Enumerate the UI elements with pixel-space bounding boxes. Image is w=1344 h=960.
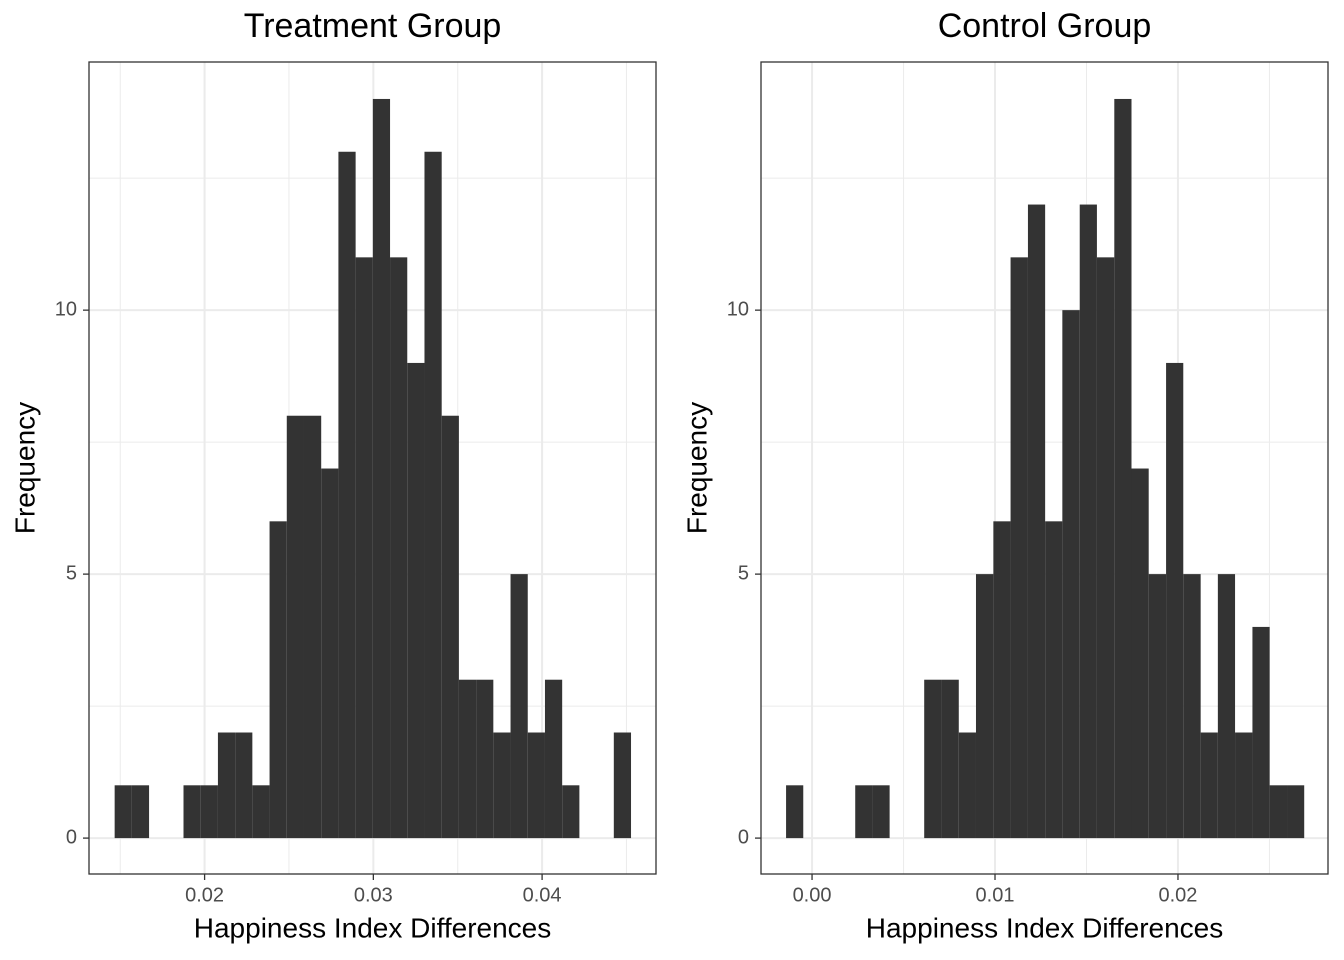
bar: [424, 151, 442, 839]
bar: [562, 785, 580, 839]
bar: [1079, 204, 1097, 839]
bar: [1131, 468, 1149, 839]
bar: [1217, 574, 1236, 839]
bar: [355, 257, 373, 839]
bar: [1062, 310, 1080, 839]
bar: [286, 415, 304, 839]
x-tick-label: 0.00: [793, 884, 832, 906]
bar: [855, 785, 873, 839]
x-tick-label: 0.03: [354, 884, 393, 906]
x-tick-label: 0.02: [1159, 884, 1198, 906]
bar: [786, 785, 804, 839]
bar: [372, 98, 391, 839]
y-axis-label: Frequency: [681, 402, 712, 534]
bar: [1200, 732, 1218, 839]
bar: [338, 151, 356, 839]
bar: [114, 785, 132, 839]
bar: [303, 415, 322, 839]
y-tick-label: 5: [66, 562, 77, 584]
bar: [527, 732, 545, 839]
bar: [1269, 785, 1288, 839]
bar: [1252, 626, 1270, 839]
x-axis-label: Happiness Index Differences: [866, 912, 1223, 943]
bar: [1045, 521, 1063, 839]
bar: [390, 257, 408, 839]
bar: [200, 785, 218, 839]
bar: [458, 679, 477, 839]
bar: [1027, 204, 1046, 839]
bar: [1166, 362, 1184, 839]
bar: [441, 415, 459, 839]
panel-border: [88, 61, 657, 875]
bar: [510, 574, 528, 839]
x-tick-label: 0.01: [976, 884, 1015, 906]
bar: [958, 732, 976, 839]
bar: [1096, 257, 1115, 839]
bar: [993, 521, 1011, 839]
panel-border: [760, 61, 1329, 875]
bar: [321, 468, 339, 839]
bar: [183, 785, 201, 839]
chart-title: Control Group: [938, 7, 1152, 45]
bar: [252, 785, 270, 839]
y-axis-label: Frequency: [9, 402, 40, 534]
bar: [1235, 732, 1253, 839]
bar: [872, 785, 890, 839]
x-tick-label: 0.04: [523, 884, 562, 906]
bar: [1114, 98, 1132, 839]
bar: [1010, 257, 1028, 839]
bar: [269, 521, 287, 839]
bar: [941, 679, 959, 839]
bar: [493, 732, 511, 839]
bar: [975, 574, 994, 839]
bar: [131, 785, 150, 839]
x-axis-label: Happiness Index Differences: [194, 912, 551, 943]
bar: [544, 679, 563, 839]
bar: [217, 732, 236, 839]
bar: [1183, 574, 1201, 839]
y-tick-label: 0: [738, 826, 749, 848]
bar: [613, 732, 632, 839]
bar: [1148, 574, 1167, 839]
y-tick-label: 10: [727, 298, 749, 320]
bar: [235, 732, 253, 839]
chart-title: Treatment Group: [244, 7, 502, 45]
x-tick-label: 0.02: [185, 884, 224, 906]
bar: [407, 362, 425, 839]
y-tick-label: 5: [738, 562, 749, 584]
bar: [924, 679, 942, 839]
y-tick-label: 10: [55, 298, 77, 320]
y-tick-label: 0: [66, 826, 77, 848]
bar: [476, 679, 494, 839]
bar: [1287, 785, 1305, 839]
